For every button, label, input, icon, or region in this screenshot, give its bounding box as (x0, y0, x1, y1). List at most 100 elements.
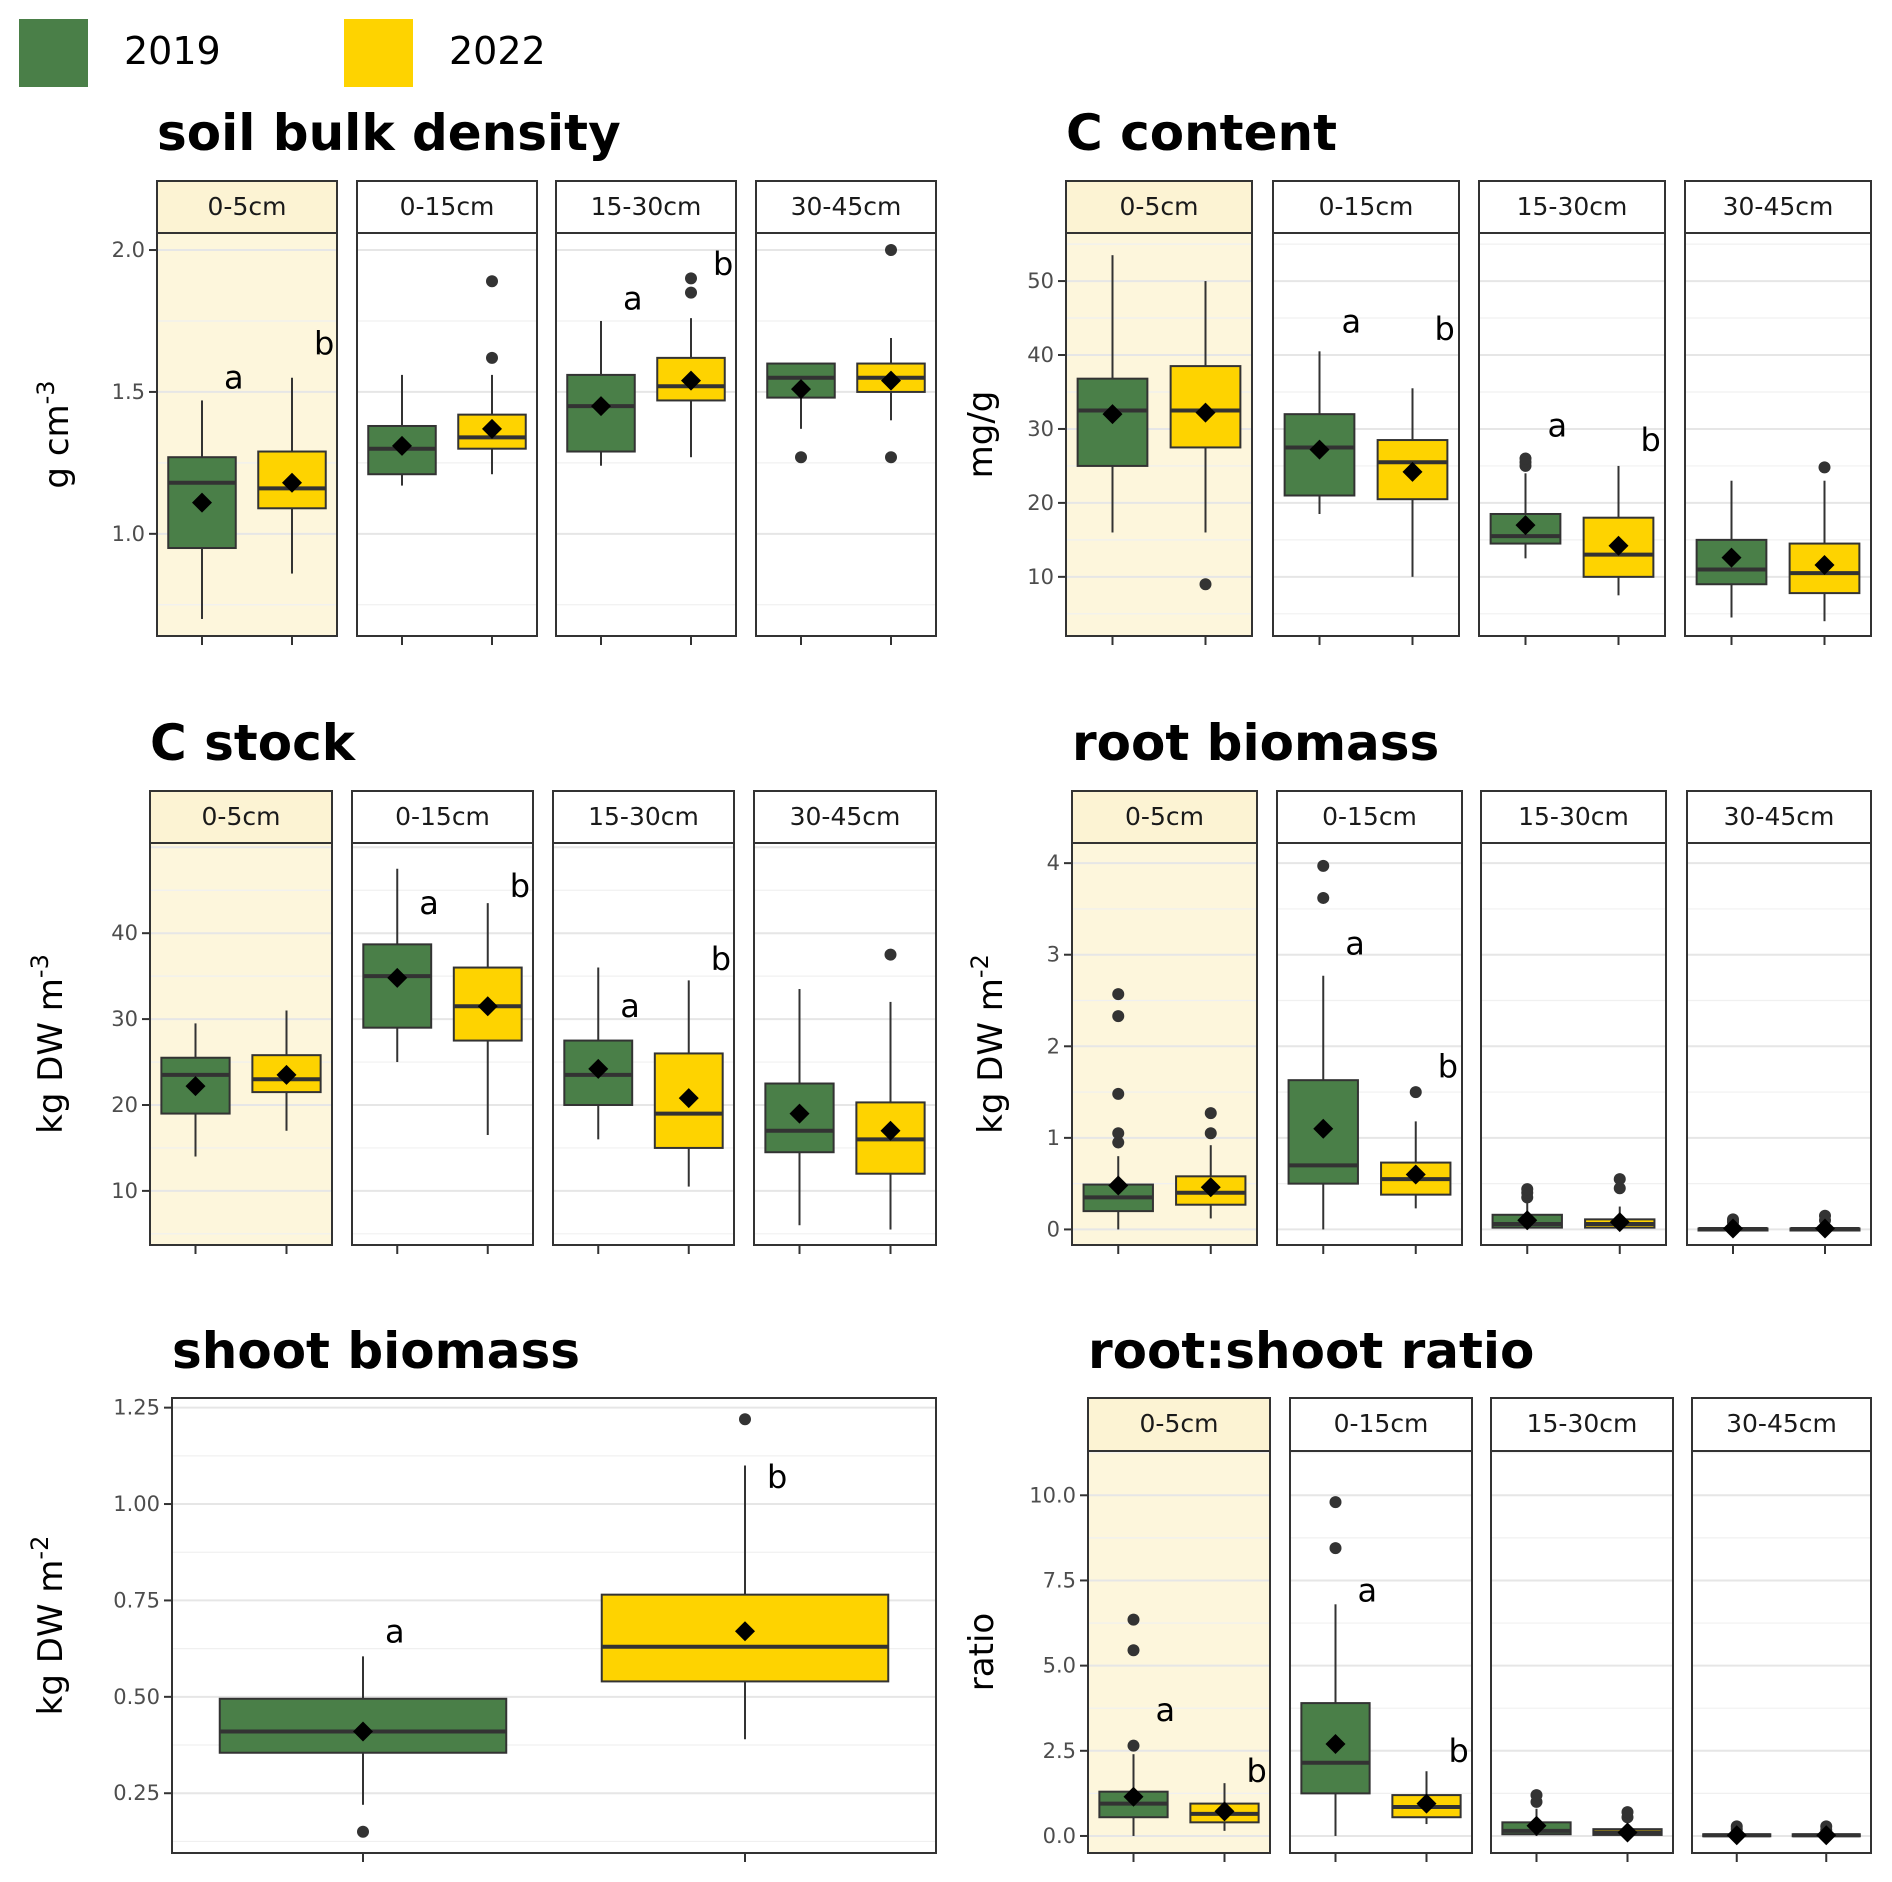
significance-letter: a (1548, 406, 1568, 444)
facet-strip (1065, 180, 1253, 234)
mean-marker (1815, 1218, 1835, 1239)
box-2019 (1501, 1789, 1572, 1862)
facet-strip (1087, 1397, 1271, 1452)
box-2022 (1175, 1107, 1247, 1254)
y-axis-label-text: kg DW m (31, 978, 71, 1134)
outlier-point (1112, 1127, 1125, 1140)
significance-letter: a (385, 1612, 405, 1650)
chart-ratio: root:shoot ratio ratio 0-5cm a b 0-15cm a b 15-3… (962, 1322, 1872, 1862)
panel-border (1686, 842, 1872, 1246)
panel-border (356, 232, 538, 637)
box-2019 (1076, 255, 1149, 645)
mean-marker (185, 1076, 206, 1097)
panel-border (1289, 1450, 1473, 1854)
facet-bulk-15-30cm: 15-30cm a b (555, 180, 737, 645)
box-2022: b (1391, 1732, 1469, 1862)
panel-border (555, 232, 737, 637)
mean-marker (1617, 1822, 1638, 1843)
facet-ratio-30-45cm: 30-45cm (1691, 1397, 1872, 1862)
y-axis-label-shoot: kg DW m-2 (26, 1536, 71, 1716)
box-2019: a (362, 868, 439, 1254)
mean-marker (1195, 402, 1216, 423)
facet-strip (1684, 180, 1872, 234)
mean-marker (1313, 1118, 1334, 1139)
box-2019 (766, 362, 836, 645)
facet-strip-label: 15-30cm (591, 192, 702, 221)
outlier-point (1204, 1107, 1217, 1120)
facet-cstock-0-15cm: 0-15cm a b (351, 790, 534, 1254)
facet-cstock-0-5cm: 0-5cm (149, 790, 333, 1254)
facet-root-15-30cm: 15-30cm (1480, 790, 1667, 1254)
facet-strip (1289, 1397, 1473, 1452)
y-tick-label: 0.0 (1043, 1824, 1076, 1848)
facet-strip (1691, 1397, 1872, 1452)
mean-marker (482, 418, 502, 439)
y-tick-label: 20 (1027, 491, 1054, 515)
y-axis-label-bulk: g cm-3 (32, 380, 77, 488)
outlier-point (1127, 1613, 1140, 1626)
significance-letter: a (1345, 925, 1365, 963)
mean-marker (678, 1088, 699, 1109)
facet-cstock-30-45cm: 30-45cm (753, 790, 937, 1254)
significance-letter: b (713, 245, 733, 283)
y-tick-label: 0.50 (113, 1685, 160, 1709)
panel-background (756, 233, 936, 636)
chart-title-bulk: soil bulk density (157, 104, 621, 162)
facet-strip (1480, 790, 1667, 844)
significance-letter: a (1358, 1572, 1378, 1610)
facet-bulk-0-15cm: 0-15cm (356, 180, 538, 645)
y-tick-label: 1.25 (113, 1396, 160, 1420)
significance-letter: b (1247, 1752, 1267, 1790)
outlier-point (1519, 452, 1532, 465)
y-axis-label-root: kg DW m-2 (966, 954, 1011, 1134)
facet-ccontent-0-15cm: 0-15cm a b (1272, 180, 1460, 645)
facet-strip (1071, 790, 1258, 844)
mean-marker (1108, 1175, 1129, 1196)
significance-letter: a (224, 359, 244, 397)
outlier-point (1329, 1496, 1342, 1509)
box-2019 (764, 989, 835, 1254)
mean-marker (1723, 1218, 1743, 1239)
facet-ratio-15-30cm: 15-30cm (1490, 1397, 1674, 1862)
chart-title-ccontent: C content (1066, 104, 1337, 162)
mean-marker (1814, 555, 1835, 576)
facet-strip (755, 180, 937, 234)
box-2022: b (452, 867, 530, 1254)
box-2022 (457, 275, 527, 645)
box-2019 (1491, 1183, 1563, 1254)
significance-letter: b (767, 1458, 787, 1496)
mean-marker (791, 379, 811, 400)
y-tick-label: 0.25 (113, 1781, 160, 1805)
mean-marker (1102, 404, 1123, 425)
y-tick-label: 1 (1047, 1126, 1060, 1150)
significance-letter: b (711, 940, 731, 978)
outlier-point (357, 1825, 369, 1838)
panel-border (1490, 1450, 1674, 1854)
outlier-point (1818, 461, 1831, 474)
facet-strip (753, 790, 937, 844)
y-axis-label-superscript: -2 (26, 1536, 54, 1560)
y-axis-label-superscript: -3 (32, 380, 60, 404)
y-tick-label: 40 (111, 921, 138, 945)
gridlines (1687, 862, 1871, 1231)
facet-ccontent-30-45cm: 30-45cm (1684, 180, 1872, 645)
chart-bulk: soil bulk density g cm-3 0-5cm a b 0-15cm 15-3… (32, 104, 937, 645)
facet-strip-label: 15-30cm (1518, 802, 1629, 831)
panel-background (1491, 1451, 1673, 1853)
y-tick-label: 2.0 (112, 238, 145, 262)
y-axis-label-text: ratio (962, 1613, 1002, 1691)
y-tick-label: 1.00 (113, 1492, 160, 1516)
facet-ratio-0-5cm: 0-5cm a b (1087, 1397, 1271, 1862)
facet-ccontent-0-5cm: 0-5cm (1065, 180, 1253, 645)
panel-border (552, 842, 735, 1246)
y-tick-label: 1.0 (112, 522, 145, 546)
mean-marker (1721, 547, 1742, 568)
y-tick-label: 5.0 (1043, 1654, 1076, 1678)
significance-letter: a (623, 279, 643, 317)
significance-letter: b (1435, 310, 1455, 348)
y-tick-label: 0.75 (113, 1588, 160, 1612)
outlier-point (1521, 1183, 1534, 1196)
facet-strip-label: 0-5cm (1140, 1409, 1219, 1438)
box-2022 (1584, 1173, 1656, 1254)
